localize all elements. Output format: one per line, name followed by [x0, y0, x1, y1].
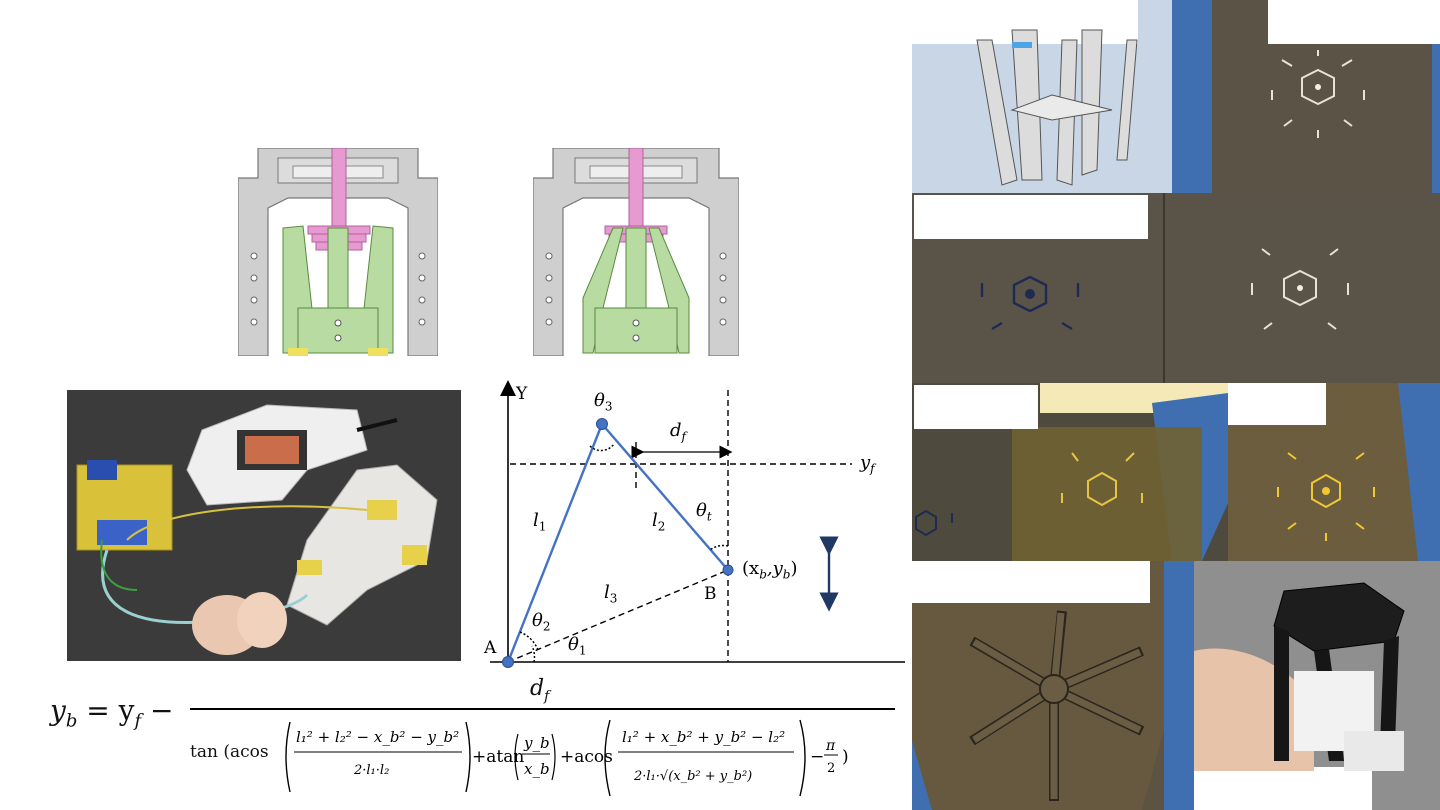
joint-a: [502, 656, 514, 668]
svg-text:+acos: +acos: [560, 747, 613, 767]
xb-yb-label: (xb,yb): [742, 558, 798, 582]
svg-text:l₁² + x_b² + y_b² − l₂²: l₁² + x_b² + y_b² − l₂²: [622, 728, 785, 746]
point-a-label: A: [484, 638, 497, 658]
svg-text:2: 2: [827, 761, 835, 776]
collage-carbon-yellow-2: [1228, 383, 1440, 561]
svg-text:2·l₁·√(x_b² + y_b²): 2·l₁·√(x_b² + y_b²): [633, 769, 752, 784]
axis-y-label: Y: [516, 384, 528, 404]
svg-text:l₁² + l₂² − x_b² − y_b²: l₁² + l₂² − x_b² − y_b²: [296, 728, 459, 746]
theta2-label: θ2: [532, 610, 551, 634]
l2-label: l2: [652, 510, 666, 534]
tan-acos-text: tan (acos: [190, 742, 269, 762]
svg-text:x_b: x_b: [524, 760, 550, 778]
kinematic-diagram: Y A B θ3 θt θ2 θ1 l1 l2 l3 df yf (xb,yb): [480, 380, 910, 672]
thetat-label: θt: [696, 500, 712, 524]
point-b-label: B: [704, 584, 717, 604]
fraction-bar: [190, 708, 895, 710]
cad-render-closed: [533, 148, 739, 356]
svg-text:): ): [842, 747, 849, 767]
theta3-label: θ3: [594, 390, 613, 414]
link-l2: [601, 423, 729, 571]
link-l1: [506, 423, 604, 663]
collage-hexagon-cage: [1194, 561, 1440, 810]
collage-carbon-yellow-1: [912, 383, 1228, 561]
gripper-photo: [67, 390, 461, 661]
l3-label: l3: [604, 582, 618, 606]
svg-text:−: −: [810, 747, 824, 767]
svg-text:y_b: y_b: [523, 734, 550, 752]
collage-carbon-star: [912, 561, 1194, 810]
yb-equation: yb = yf − df tan (acos l₁² + l₂² − x_b² …: [50, 672, 900, 802]
equation-numerator: df: [530, 676, 550, 705]
equation-lhs: yb = yf −: [50, 694, 174, 732]
svg-text:2·l₁·l₂: 2·l₁·l₂: [353, 763, 389, 778]
cad-render-open: [238, 148, 438, 356]
collage-carbon-pattern-2: [912, 193, 1440, 383]
yf-label: yf: [860, 452, 875, 476]
df-label: df: [670, 420, 686, 444]
equation-denominator: tan (acos l₁² + l₂² − x_b² − y_b² 2·l₁·l…: [190, 718, 895, 798]
svg-text:π: π: [825, 738, 836, 754]
svg-text:+atan: +atan: [472, 747, 524, 767]
theta1-label: θ1: [568, 634, 587, 658]
joint-top: [596, 418, 608, 430]
collage-carbon-pattern-1: [1172, 0, 1440, 193]
l1-label: l1: [533, 510, 547, 534]
collage-cad-cage: [912, 0, 1172, 193]
joint-b: [722, 564, 734, 576]
